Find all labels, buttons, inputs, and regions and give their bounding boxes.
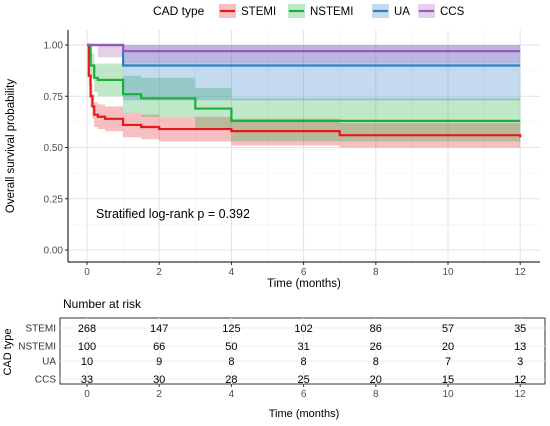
risk-y-axis-title: CAD type bbox=[2, 328, 14, 375]
risk-count-cell: 9 bbox=[156, 356, 162, 368]
x-axis-title: Time (months) bbox=[267, 278, 341, 290]
y-tick-label: 0.00 bbox=[44, 246, 64, 257]
risk-count-cell: 10 bbox=[81, 356, 93, 368]
risk-x-tick-label: 8 bbox=[373, 389, 379, 400]
risk-count-cell: 268 bbox=[78, 323, 96, 335]
risk-count-cell: 25 bbox=[297, 374, 309, 386]
risk-count-cell: 8 bbox=[228, 356, 234, 368]
ci-ribbon-nstemi bbox=[87, 45, 521, 142]
risk-x-tick-label: 0 bbox=[84, 389, 90, 400]
ci-ribbon-stemi bbox=[87, 45, 521, 150]
legend-title: CAD type bbox=[153, 4, 205, 18]
log-rank-annotation: Stratified log-rank p = 0.392 bbox=[96, 207, 250, 221]
risk-count-cell: 3 bbox=[517, 356, 523, 368]
risk-count-cell: 20 bbox=[442, 341, 454, 353]
ci-ribbon-ccs bbox=[87, 45, 521, 64]
risk-row-label: NSTEMI bbox=[18, 342, 56, 353]
legend-label-ua: UA bbox=[394, 6, 410, 18]
risk-count-cell: 35 bbox=[514, 323, 526, 335]
risk-row-label: UA bbox=[42, 357, 56, 368]
y-tick-label: 0.25 bbox=[44, 194, 64, 205]
y-tick-label: 0.75 bbox=[44, 92, 64, 103]
risk-count-cell: 33 bbox=[81, 374, 93, 386]
risk-count-cell: 31 bbox=[297, 341, 309, 353]
risk-count-cell: 30 bbox=[153, 374, 165, 386]
risk-row-label: STEMI bbox=[25, 324, 56, 335]
risk-count-cell: 8 bbox=[373, 356, 379, 368]
x-tick-label: 10 bbox=[442, 267, 454, 278]
legend-label-ccs: CCS bbox=[440, 6, 465, 18]
survival-line-stemi bbox=[87, 43, 522, 138]
survival-line-ccs bbox=[87, 43, 521, 53]
x-tick-label: 4 bbox=[229, 267, 235, 278]
ci-ribbon-ua bbox=[87, 45, 521, 101]
risk-count-cell: 7 bbox=[445, 356, 451, 368]
risk-count-cell: 86 bbox=[370, 323, 382, 335]
y-tick-label: 0.50 bbox=[44, 143, 64, 154]
risk-count-cell: 66 bbox=[153, 341, 165, 353]
survival-line-nstemi bbox=[87, 43, 521, 122]
risk-x-tick-label: 6 bbox=[301, 389, 307, 400]
risk-x-tick-label: 2 bbox=[156, 389, 162, 400]
y-axis-title: Overall survival probability bbox=[5, 79, 17, 213]
x-tick-label: 0 bbox=[84, 267, 90, 278]
x-tick-label: 2 bbox=[156, 267, 162, 278]
risk-x-axis-title: Time (months) bbox=[269, 408, 340, 420]
risk-count-cell: 13 bbox=[514, 341, 526, 353]
risk-count-cell: 12 bbox=[514, 374, 526, 386]
risk-count-cell: 28 bbox=[225, 374, 237, 386]
risk-count-cell: 15 bbox=[442, 374, 454, 386]
risk-count-cell: 8 bbox=[301, 356, 307, 368]
risk-x-tick-label: 12 bbox=[515, 389, 527, 400]
risk-x-tick-label: 10 bbox=[442, 389, 454, 400]
risk-count-cell: 147 bbox=[150, 323, 168, 335]
risk-table-panel bbox=[59, 317, 546, 385]
risk-count-cell: 125 bbox=[222, 323, 240, 335]
risk-table-title: Number at risk bbox=[63, 297, 142, 311]
risk-count-cell: 50 bbox=[225, 341, 237, 353]
risk-count-cell: 26 bbox=[370, 341, 382, 353]
risk-count-cell: 100 bbox=[78, 341, 96, 353]
y-tick-label: 1.00 bbox=[44, 41, 64, 52]
legend-label-nstemi: NSTEMI bbox=[310, 6, 353, 18]
legend-label-stemi: STEMI bbox=[241, 6, 276, 18]
x-tick-label: 8 bbox=[373, 267, 379, 278]
x-tick-label: 12 bbox=[515, 267, 527, 278]
risk-count-cell: 20 bbox=[370, 374, 382, 386]
risk-row-label: CCS bbox=[35, 375, 56, 386]
risk-count-cell: 57 bbox=[442, 323, 454, 335]
risk-x-tick-label: 4 bbox=[229, 389, 235, 400]
risk-count-cell: 102 bbox=[294, 323, 312, 335]
x-tick-label: 6 bbox=[301, 267, 307, 278]
